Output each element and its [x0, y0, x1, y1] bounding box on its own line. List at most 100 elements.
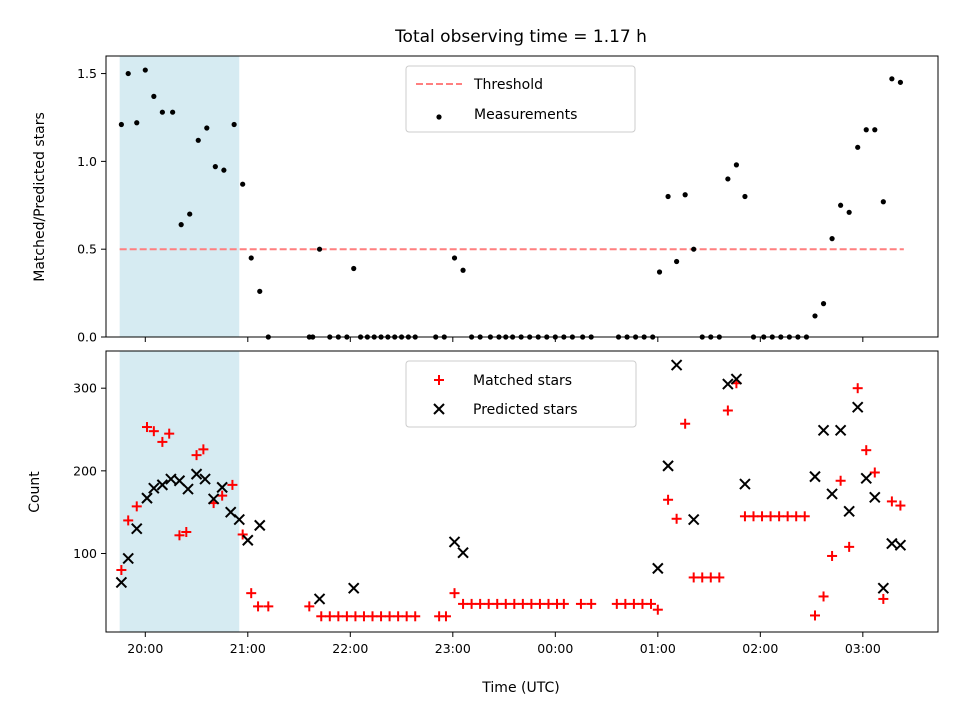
measurement-point: [897, 79, 904, 85]
predicted-star-point: [739, 478, 751, 490]
predicted-star-point: [843, 505, 855, 518]
predicted-star-point-b: [687, 513, 700, 526]
matched-star-point: [237, 529, 248, 540]
measurement-point: [682, 192, 688, 198]
predicted-star-point: [313, 593, 326, 605]
matched-star-point: [384, 611, 395, 622]
bottom-ytick-label: 300: [73, 381, 97, 396]
matched-star-point: [895, 500, 906, 511]
matched-star-point: [410, 611, 421, 622]
matched-star-point: [534, 598, 545, 609]
predicted-star-point: [156, 479, 169, 491]
predicted-star-point: [207, 493, 220, 505]
matched-star-point: [246, 588, 257, 599]
measurement-point: [187, 211, 193, 217]
matched-star-point: [558, 598, 569, 609]
predicted-star-point: [826, 488, 838, 500]
matched-star-point: [586, 598, 597, 609]
matched-star-point: [688, 572, 699, 583]
predicted-star-point-b: [199, 473, 211, 485]
predicted-star-point: [809, 470, 821, 483]
measurement-point: [248, 255, 254, 261]
predicted-star-point: [233, 513, 245, 526]
predicted-legend-label: Predicted stars: [473, 402, 578, 418]
bottom-axes-frame: [105, 350, 939, 633]
predicted-star-point: [115, 576, 128, 589]
measurement-point: [725, 176, 731, 182]
matched-star-point: [367, 611, 378, 622]
matched-star-point: [697, 572, 708, 583]
matched-star-point: [774, 511, 785, 522]
predicted-star-point: [670, 359, 683, 371]
predicted-star-point-b: [122, 552, 134, 565]
predicted-star-point-b: [869, 491, 881, 503]
matched-star-point: [869, 467, 880, 478]
measurement-point: [863, 127, 869, 133]
predicted-star-point: [182, 483, 194, 495]
top-y-axis: 0.0 0.5 1.0 1.5: [77, 66, 106, 345]
predicted-star-point-b: [148, 482, 160, 494]
predicted-star-point-b: [722, 378, 734, 390]
measurement-point: [742, 193, 748, 200]
top-ytick-label: 1.0: [77, 154, 97, 169]
matched-star-point: [714, 572, 725, 583]
matched-star-point: [164, 428, 175, 439]
top-ytick-label: 0.0: [77, 330, 97, 345]
predicted-star-point: [141, 492, 153, 504]
matched-star-point: [217, 490, 228, 501]
measurement-point: [733, 162, 740, 168]
matched-star-point: [483, 598, 494, 609]
measurement-point: [812, 313, 818, 319]
matched-legend-label: Matched stars: [473, 373, 572, 389]
predicted-star-point-b: [131, 522, 143, 535]
matched-star-point: [861, 445, 872, 456]
matched-star-point: [401, 611, 412, 622]
matched-star-point: [341, 611, 352, 622]
predicted-star-point-b: [843, 505, 855, 518]
measurement-point: [691, 246, 697, 252]
matched-star-point: [886, 496, 897, 507]
x-tick-label: 20:00: [127, 641, 163, 656]
predicted-star-point: [817, 424, 830, 437]
matched-star-point: [680, 418, 691, 429]
predicted-star-point-b: [739, 478, 751, 490]
top-ytick-label: 1.5: [77, 66, 97, 81]
predicted-stars-series: [115, 359, 907, 605]
predicted-star-point: [242, 534, 254, 546]
predicted-star-point-b: [190, 468, 203, 480]
measurement-point: [846, 209, 852, 215]
x-tick-label: 01:00: [640, 641, 676, 656]
matched-star-point: [123, 515, 134, 526]
matched-star-point: [575, 598, 586, 609]
predicted-star-point-b: [348, 582, 360, 594]
matched-star-point: [148, 426, 159, 437]
matched-star-point: [440, 611, 451, 622]
predicted-star-point-b: [860, 472, 872, 484]
matched-star-point: [131, 501, 142, 512]
top-x-ticks: [144, 337, 864, 342]
matched-star-point: [844, 541, 855, 552]
measurement-point: [665, 193, 671, 200]
measurement-point: [159, 109, 165, 115]
matched-star-point: [116, 565, 127, 576]
predicted-star-point: [834, 424, 847, 437]
measurement-point: [142, 67, 148, 73]
matched-star-point: [671, 513, 682, 524]
matched-star-point: [316, 611, 327, 622]
measurement-point: [889, 76, 895, 82]
measurement-point: [204, 125, 210, 131]
measurement-point: [118, 121, 124, 128]
predicted-star-point-b: [894, 539, 907, 551]
predicted-star-point: [190, 468, 203, 480]
matched-star-point: [304, 601, 315, 612]
measurement-point: [838, 202, 844, 208]
predicted-star-point: [122, 552, 134, 565]
bottom-panel: 100 200 300 20:00 21:00 22:00 23:00 00:00 01:00…: [27, 350, 939, 696]
matched-star-point: [852, 383, 863, 394]
measurement-point: [872, 127, 878, 133]
x-tick-label: 22:00: [332, 641, 368, 656]
matched-star-point: [757, 511, 768, 522]
measurement-point: [178, 222, 184, 228]
measurement-point: [257, 288, 263, 294]
matched-star-point: [142, 422, 153, 433]
